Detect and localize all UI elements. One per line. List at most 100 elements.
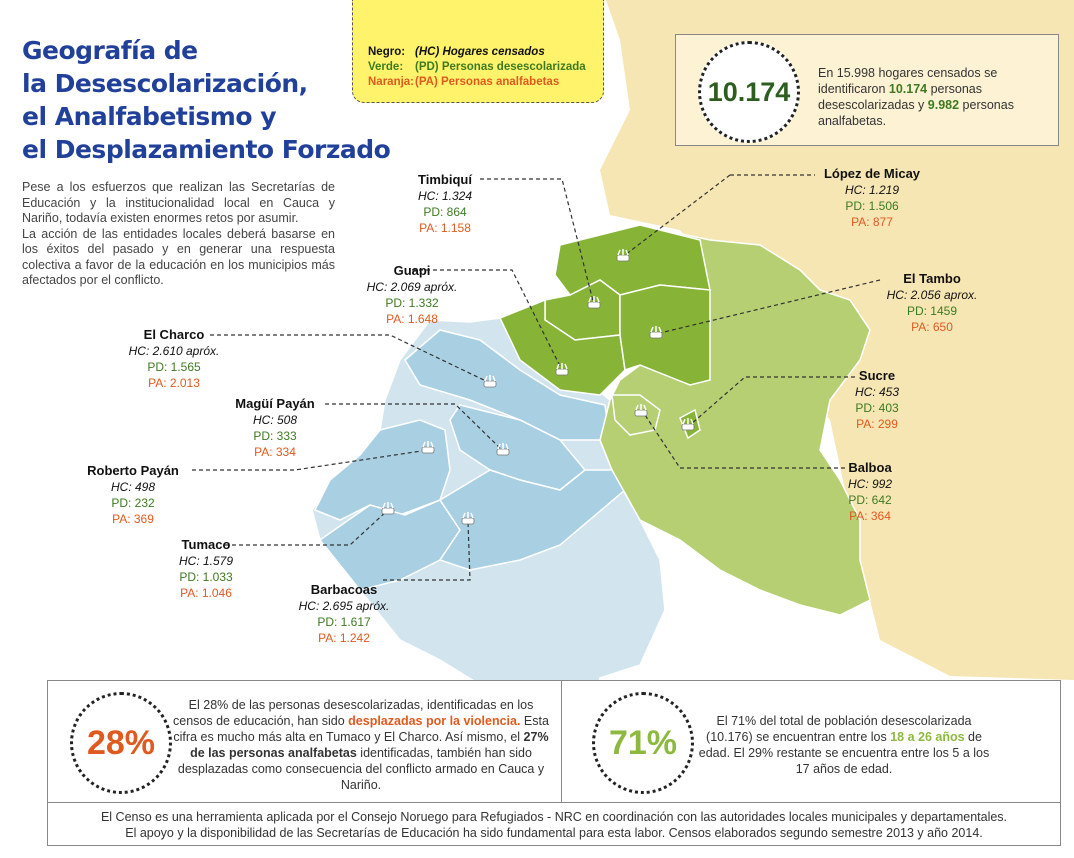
municipality-pa: PA: 1.046 (180, 586, 232, 600)
municipality-pa: PA: 1.648 (386, 312, 438, 326)
municipality-name: Timbiquí (418, 172, 472, 187)
municipality-pa: PA: 2.013 (148, 376, 200, 390)
footer-line: El Censo es una herramienta aplicada por… (100, 810, 1008, 824)
label-guapi: Guapi HC: 2.069 aprόx. PD: 1.332 PA: 1.648 (356, 263, 468, 327)
marker-roberto-icon (421, 441, 435, 454)
marker-magui-icon (496, 443, 510, 456)
legend-key: Naranja: (368, 76, 415, 88)
intro-text: Pese a los esfuerzos que realizan las Se… (22, 180, 335, 289)
municipality-hc: HC: 2.610 apróx. (128, 344, 220, 358)
municipality-name: Sucre (858, 368, 896, 383)
intro-paragraph: Pese a los esfuerzos que realizan las Se… (22, 180, 335, 225)
municipality-name: Barbacoas (310, 582, 378, 597)
stat-text-part: de edad. El 29% restante se encuentra en… (698, 730, 990, 776)
marker-balboa-icon (634, 404, 648, 417)
municipality-pa: PA: 877 (851, 215, 893, 229)
municipality-name: El Tambo (903, 271, 961, 286)
title-line: Geografía de (22, 36, 198, 65)
stat-71-number: 71% (608, 723, 678, 762)
stat-28-text: El 28% de las personas desescolarizadas,… (172, 697, 550, 793)
legend-row-black: Negro: (HC) Hogares censados (368, 46, 545, 58)
municipality-pd: PD: 1.617 (317, 615, 371, 629)
municipality-hc: HC: 2.069 aprόx. (366, 280, 458, 294)
label-lopez: López de Micay HC: 1.219 PD: 1.506 PA: 877 (812, 166, 932, 230)
label-tumaco: Tumaco HC: 1.579 PD: 1.033 PA: 1.046 (166, 537, 246, 601)
bottom-stats-panel: 28% El 28% de las personas desescolariza… (47, 680, 1061, 846)
municipality-name: Balboa (848, 460, 892, 475)
connector-lines (192, 174, 881, 581)
municipality-name: Magüí Payán (235, 396, 315, 411)
label-timbiqui: Timbiquí HC: 1.324 PD: 864 PA: 1.158 (405, 172, 485, 236)
municipality-name: Tumaco (181, 537, 231, 552)
municipality-pd: PD: 333 (253, 429, 297, 443)
households-stat-box: 10.174 En 15.998 hogares censados se ide… (675, 34, 1059, 146)
stat-71-circle: 71% (592, 692, 694, 794)
municipality-pd: PD: 1.506 (845, 199, 899, 213)
municipality-pa: PA: 364 (849, 509, 891, 523)
cauca-region (558, 224, 871, 616)
marker-elcharco-icon (483, 375, 497, 388)
municipality-hc: HC: 498 (110, 480, 156, 494)
label-magui: Magüí Payán HC: 508 PD: 333 PA: 334 (225, 396, 325, 460)
stat-highlight: 10.174 (888, 82, 928, 96)
municipality-name: Guapi (393, 263, 431, 278)
title-line: la Desescolarización, (22, 69, 308, 98)
municipality-hc: HC: 453 (854, 385, 900, 399)
marker-group (381, 249, 695, 525)
label-sucre: Sucre HC: 453 PD: 403 PA: 299 (852, 368, 902, 432)
stat-text-part: El 71% del total de población desescolar… (706, 714, 972, 744)
label-eltambo: El Tambo HC: 2.056 aprox. PD: 1459 PA: 650 (874, 271, 990, 335)
legend-row-green: Verde: (PD) Personas desescolarizada (368, 61, 586, 73)
label-barbacoas: Barbacoas HC: 2.695 apróx. PD: 1.617 PA: 1.… (288, 582, 400, 646)
municipality-pd: PD: 864 (423, 205, 467, 219)
municipality-pd: PD: 1459 (906, 304, 958, 318)
municipality-hc: HC: 1.324 (417, 189, 473, 203)
stat-highlight: 27% de las personas analfabetas (190, 730, 549, 760)
municipality-hc: HC: 992 (847, 477, 893, 491)
households-stat-circle: 10.174 (698, 41, 800, 143)
stat-28-circle: 28% (70, 692, 172, 794)
municipality-hc: HC: 508 (252, 413, 298, 427)
marker-eltambo-icon (649, 326, 663, 339)
label-roberto: Roberto Payán HC: 498 PD: 232 PA: 369 (76, 463, 190, 527)
panel-divider (561, 681, 562, 802)
marker-tumaco-icon (381, 502, 395, 515)
stat-28-number: 28% (86, 723, 156, 762)
title-line: el Analfabetismo y (22, 102, 277, 131)
marker-timbiqui-icon (587, 296, 601, 309)
stat-text-part: personas desescolarizadas y (818, 82, 983, 112)
municipality-name: López de Micay (823, 166, 921, 181)
households-stat-number: 10.174 (707, 76, 791, 107)
footer-divider (48, 802, 1060, 803)
municipality-pd: PD: 232 (111, 496, 155, 510)
municipality-pa: PA: 299 (856, 417, 898, 431)
stat-highlight: 9.982 (927, 98, 960, 112)
municipality-pd: PD: 642 (848, 493, 892, 507)
stat-71-text: El 71% del total de población desescolar… (696, 713, 992, 777)
footer-line: El apoyo y la disponibilidad de las Secr… (125, 826, 983, 840)
stat-highlight: desplazadas por la violencia. (348, 714, 521, 728)
label-balboa: Balboa HC: 992 PD: 642 PA: 364 (840, 460, 900, 524)
municipality-pd: PD: 1.565 (147, 360, 201, 374)
municipality-pa: PA: 650 (911, 320, 953, 334)
stat-text-part: El 28% de las personas desescolarizadas,… (173, 698, 534, 728)
municipality-hc: HC: 2.695 apróx. (298, 599, 390, 613)
municipality-pd: PD: 1.332 (385, 296, 439, 310)
legend-row-orange: Naranja:(PA) Personas analfabetas (368, 76, 559, 88)
legend-key: Negro: (368, 46, 406, 58)
marker-lopez-icon (616, 249, 630, 262)
marker-barbacoas-icon (461, 512, 475, 525)
stat-text-part: identificadas, también han sido desplaza… (177, 746, 545, 792)
page-title: Geografía de la Desescolarización, el An… (22, 34, 391, 166)
marker-guapi-icon (555, 363, 569, 376)
intro-paragraph: La acción de las entidades locales deber… (22, 226, 335, 288)
legend-key: Verde: (368, 61, 404, 73)
stat-text-part: En 15.998 hogares censados se identifica… (818, 66, 998, 96)
municipality-pd: PD: 1.033 (179, 570, 233, 584)
stat-text-part: Esta cifra es mucho más alta en Tumaco y… (173, 714, 549, 744)
municipality-hc: HC: 1.579 (178, 554, 234, 568)
stat-text-part: personas analfabetas. (818, 98, 1014, 128)
legend-box: Negro: (HC) Hogares censados Verde: (PD) P… (352, 0, 604, 103)
municipality-name: Roberto Payán (87, 463, 179, 478)
